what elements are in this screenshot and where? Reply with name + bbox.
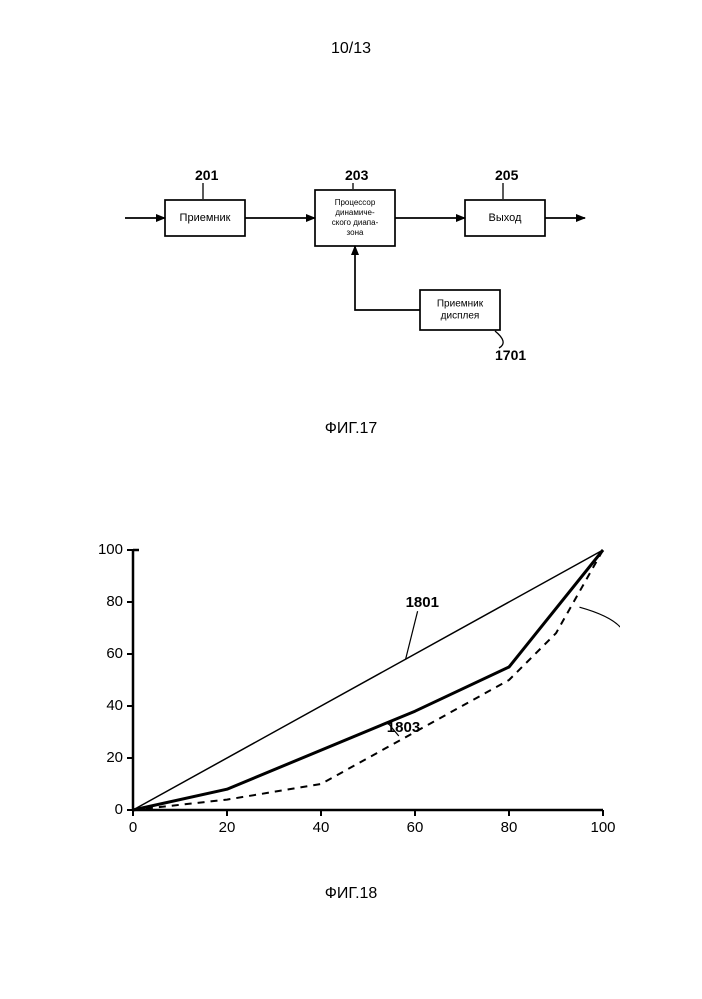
- block-receiver-label: Приемник: [180, 212, 231, 224]
- x-tick-label: 100: [590, 819, 615, 836]
- y-tick-label: 80: [106, 593, 123, 610]
- x-tick-label: 20: [219, 819, 236, 836]
- callout-leader: [580, 607, 621, 630]
- x-tick-label: 40: [313, 819, 330, 836]
- block-processor-label: зона: [347, 228, 364, 237]
- block-processor-label: Процессор: [335, 198, 376, 207]
- callout-leader: [495, 331, 503, 348]
- fig18-caption: ФИГ.18: [0, 885, 702, 903]
- x-tick-label: 80: [501, 819, 518, 836]
- fig18-chart: 020406080100020406080100180118031805: [85, 530, 620, 840]
- x-tick-label: 0: [129, 819, 137, 836]
- y-tick-label: 40: [106, 697, 123, 714]
- fig17-caption: ФИГ.17: [0, 420, 702, 438]
- callout-205: 205: [495, 167, 519, 183]
- y-tick-label: 100: [98, 541, 123, 558]
- x-tick-label: 60: [407, 819, 424, 836]
- callout-leader: [406, 611, 418, 659]
- block-processor-label: динамиче-: [335, 208, 375, 217]
- fig17-diagram: Приемник Процессординамиче-ского диапа-зо…: [115, 150, 595, 400]
- arrow: [355, 246, 420, 310]
- page-number: 10/13: [0, 40, 702, 58]
- block-processor-label: ского диапа-: [332, 218, 379, 227]
- block-display-receiver-label: дисплея: [441, 311, 480, 322]
- callout-1801: 1801: [406, 594, 439, 611]
- callout-203: 203: [345, 167, 369, 183]
- block-output-label: Выход: [489, 212, 522, 224]
- y-tick-label: 0: [115, 801, 123, 818]
- y-tick-label: 60: [106, 645, 123, 662]
- callout-1701: 1701: [495, 347, 526, 363]
- block-display-receiver-label: Приемник: [437, 299, 484, 310]
- y-tick-label: 20: [106, 749, 123, 766]
- page: 10/13 Приемник Процессординамиче-ского ди…: [0, 0, 702, 999]
- callout-201: 201: [195, 167, 219, 183]
- series-1801: [133, 550, 603, 810]
